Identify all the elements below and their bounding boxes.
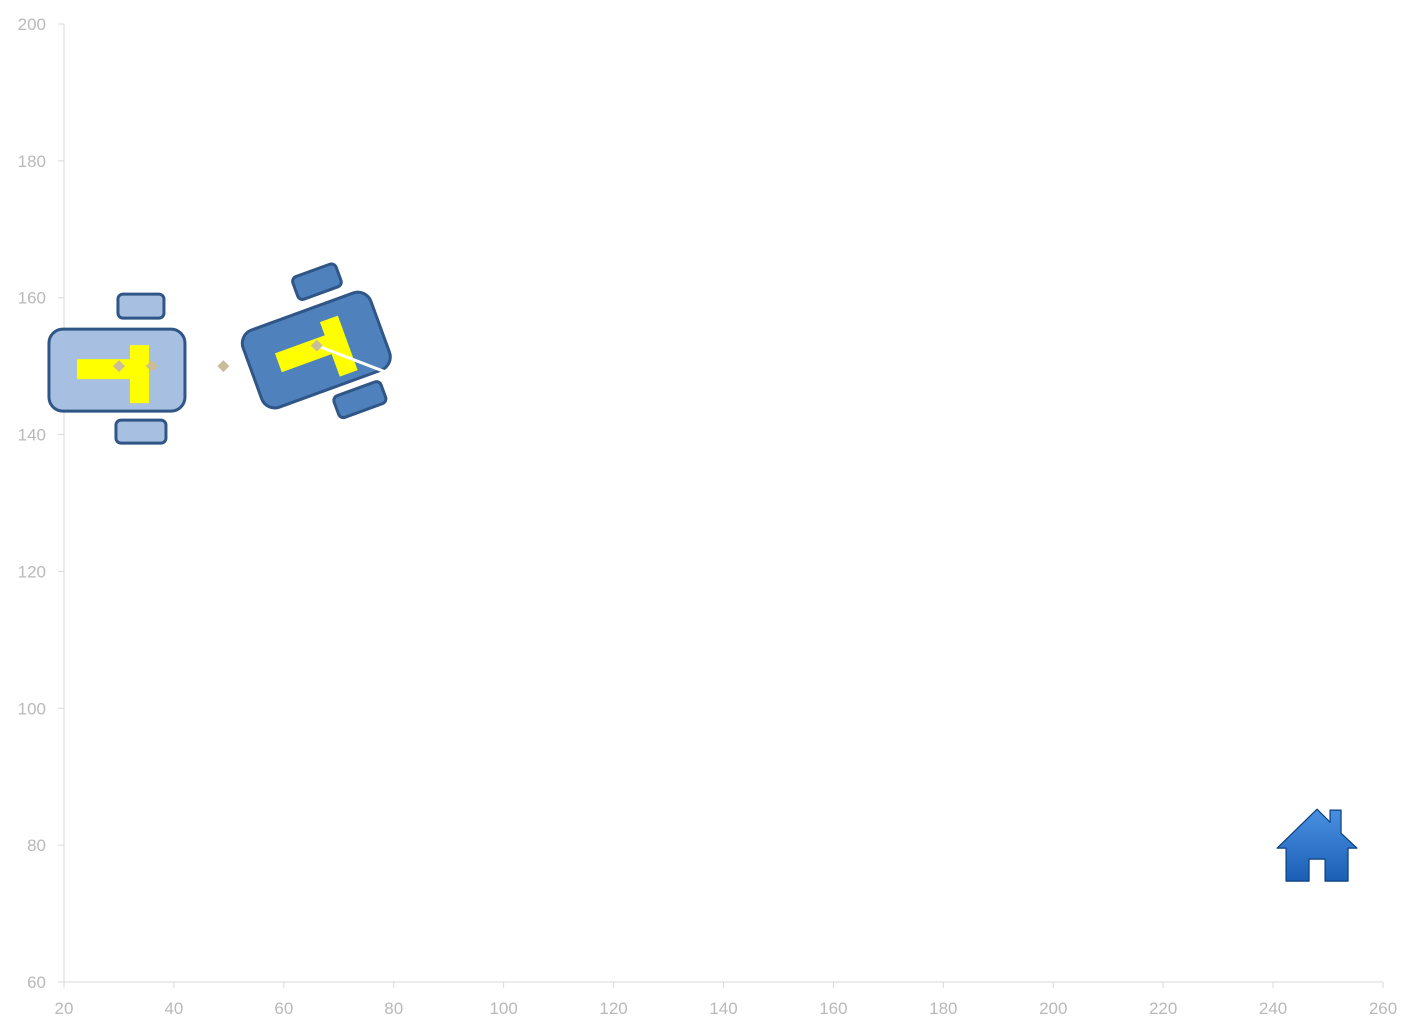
x-tick-group: 20 40 60 80 100 120 140 160 180 200 220 240 260 xyxy=(55,982,1397,1018)
robot-wheel-bottom xyxy=(114,418,168,445)
robot-wheel-bottom xyxy=(332,380,388,420)
robot-wheel-top xyxy=(291,262,343,301)
x-tick-label: 220 xyxy=(1149,999,1177,1018)
x-tick-label: 260 xyxy=(1369,999,1397,1018)
x-tick-label: 120 xyxy=(599,999,627,1018)
x-tick-label: 40 xyxy=(164,999,183,1018)
data-point xyxy=(112,360,125,373)
y-tick-label: 160 xyxy=(18,289,46,308)
x-tick-label: 20 xyxy=(55,999,74,1018)
robot-emblem-bar xyxy=(76,359,135,380)
point-group xyxy=(112,339,323,373)
y-tick-label: 100 xyxy=(18,699,46,718)
y-tick-label: 80 xyxy=(27,836,46,855)
y-tick-label: 140 xyxy=(18,426,46,445)
home-marker xyxy=(1273,805,1361,885)
x-tick-label: 140 xyxy=(709,999,737,1018)
house-icon xyxy=(1273,805,1361,885)
x-tick-label: 200 xyxy=(1039,999,1067,1018)
heading-line xyxy=(315,344,390,375)
x-tick-label: 100 xyxy=(489,999,517,1018)
y-tick-label: 120 xyxy=(18,562,46,581)
robot-emblem-stem xyxy=(319,315,358,377)
data-point xyxy=(310,339,323,352)
x-tick-label: 60 xyxy=(274,999,293,1018)
y-tick-label: 180 xyxy=(18,152,46,171)
robot-emblem-bar xyxy=(274,333,337,373)
x-tick-label: 80 xyxy=(384,999,403,1018)
x-tick-label: 180 xyxy=(929,999,957,1018)
data-point xyxy=(217,360,230,373)
y-tick-label: 60 xyxy=(27,973,46,992)
house-body xyxy=(1276,808,1358,882)
robot-emblem-stem xyxy=(129,345,149,404)
data-point xyxy=(145,360,158,373)
x-tick-label: 240 xyxy=(1259,999,1287,1018)
axes xyxy=(63,24,1383,983)
robot-wheel-top xyxy=(116,292,166,320)
y-tick-label: 200 xyxy=(18,15,46,34)
robot-group xyxy=(47,262,392,445)
y-tick-group: 60 80 100 120 140 160 180 200 xyxy=(18,15,64,992)
x-tick-label: 160 xyxy=(819,999,847,1018)
